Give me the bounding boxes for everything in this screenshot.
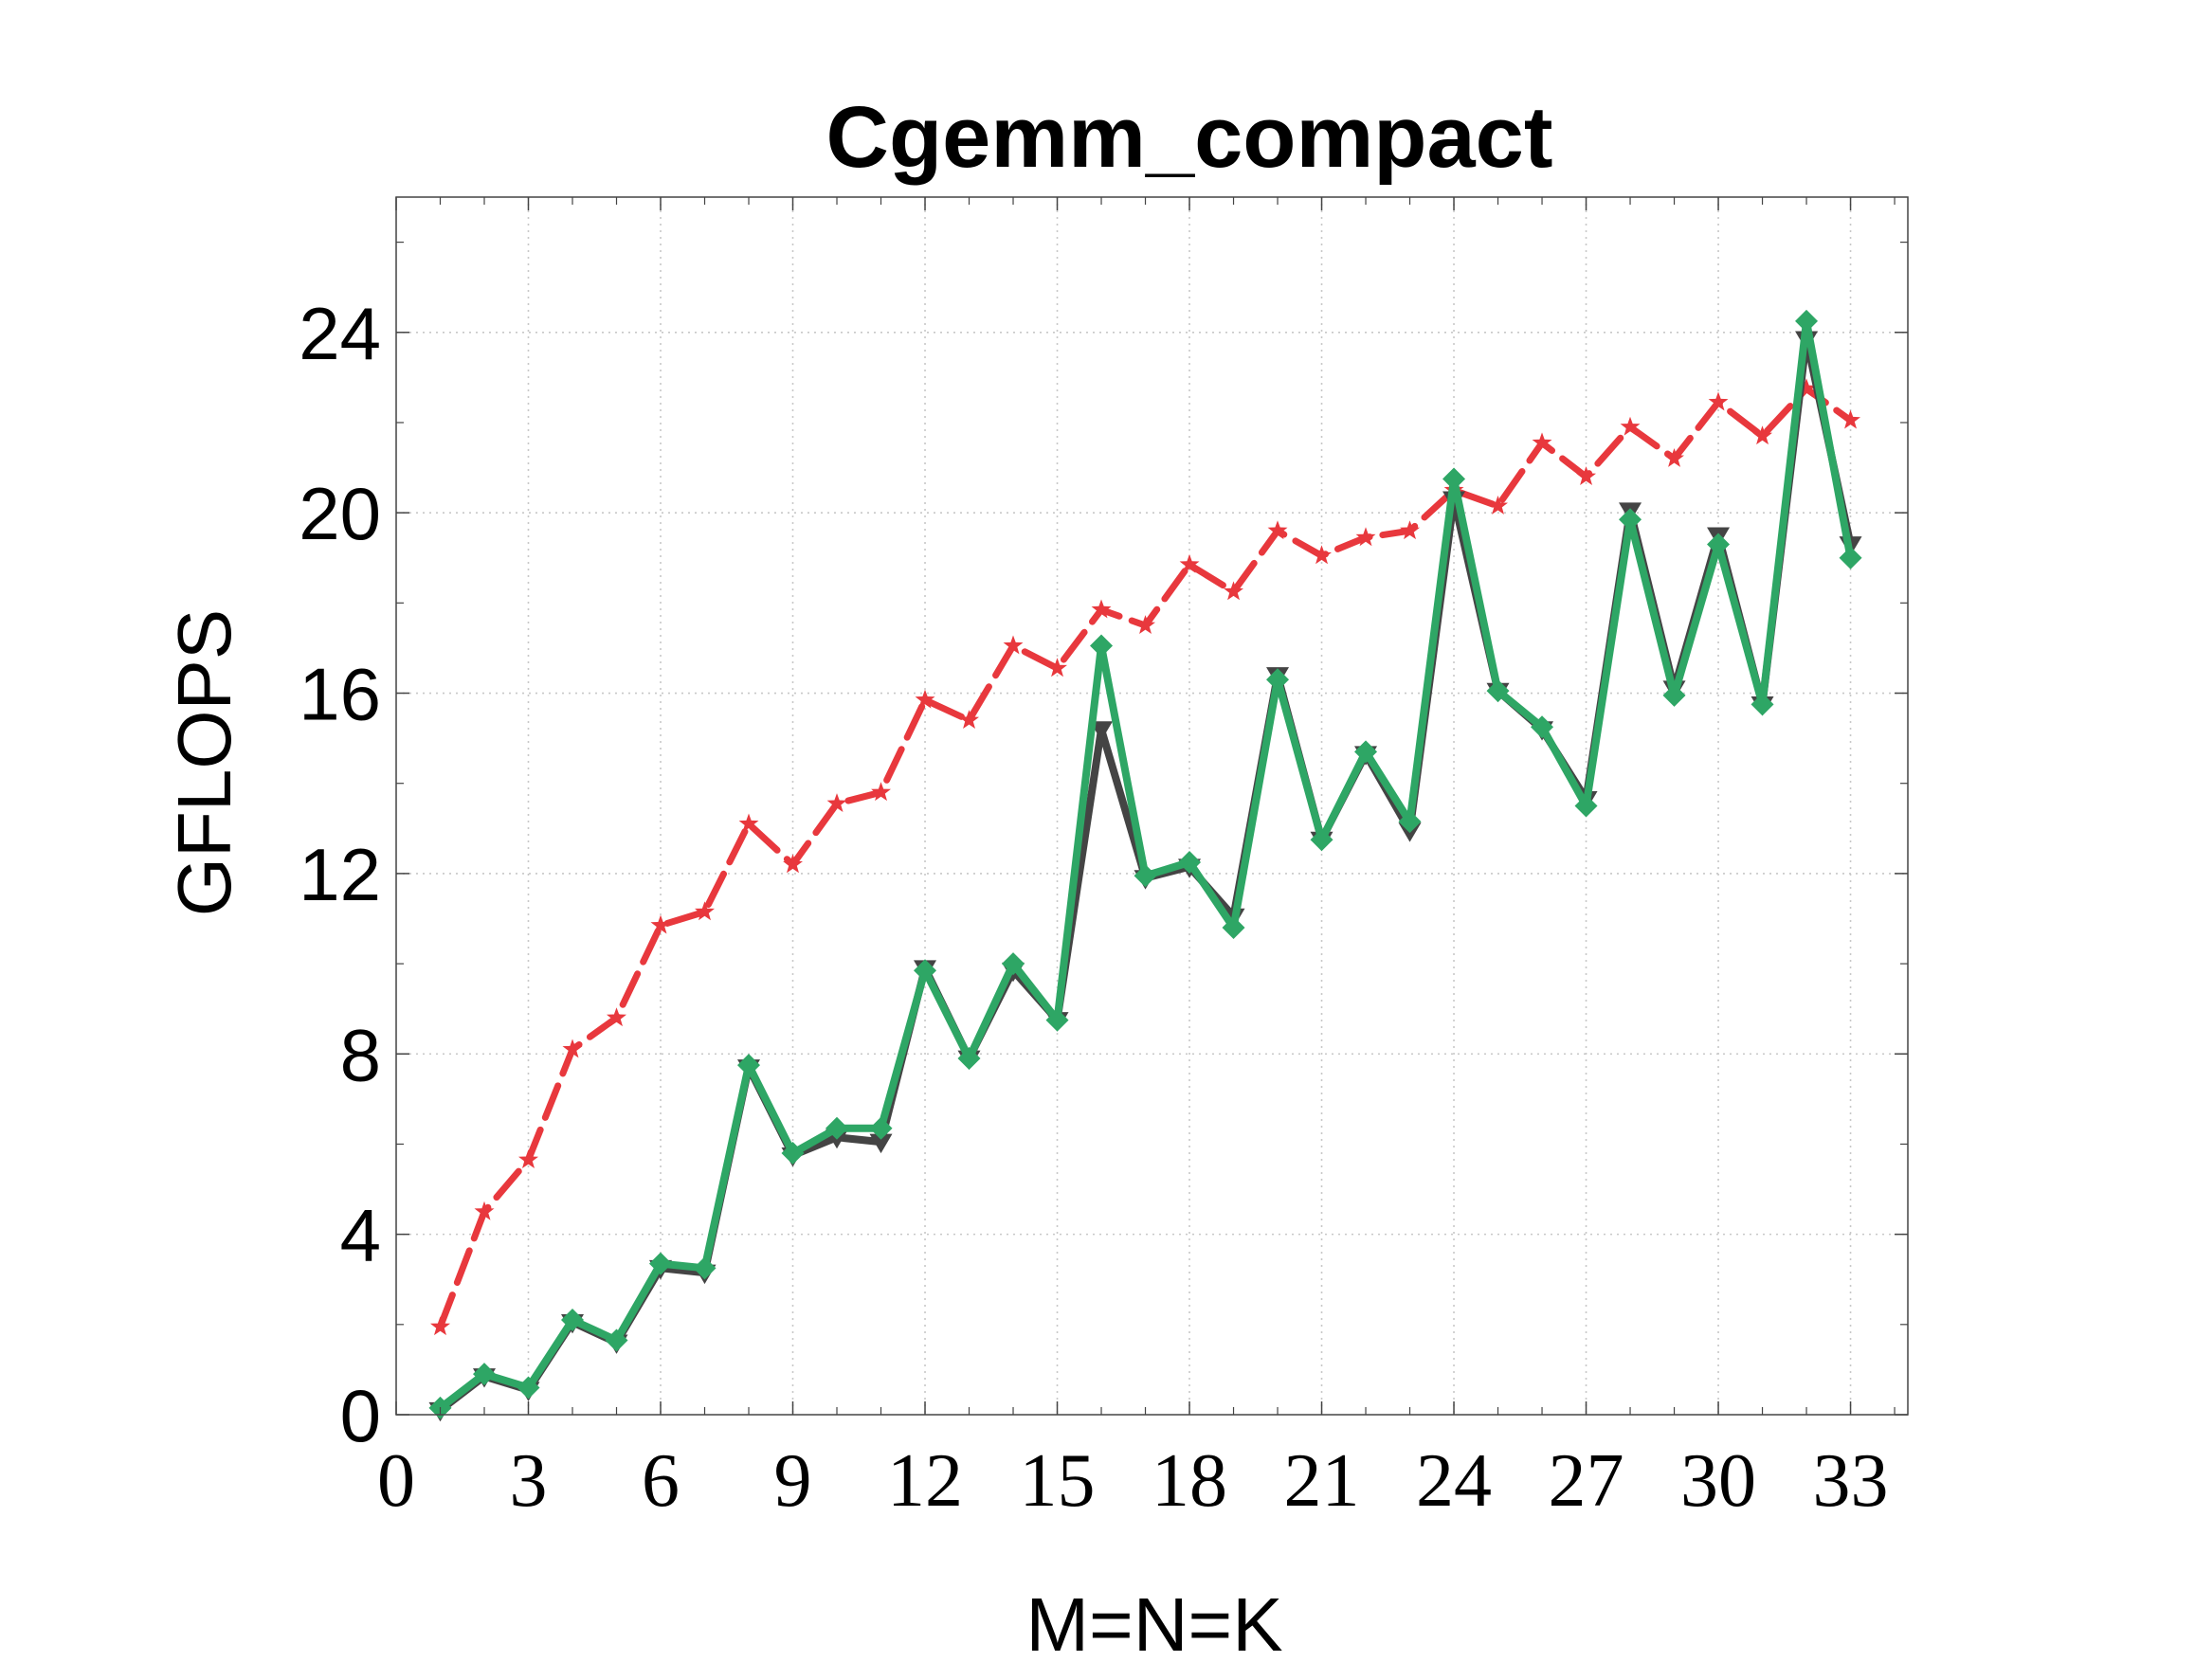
data-point-diamond — [605, 1328, 628, 1352]
data-point-diamond — [561, 1309, 585, 1332]
data-point-star — [562, 1039, 583, 1058]
data-point-star — [518, 1149, 538, 1168]
y-tick-label: 12 — [299, 833, 381, 916]
data-point-star — [1400, 520, 1420, 540]
data-point-diamond — [473, 1363, 497, 1386]
data-point-star — [826, 793, 847, 812]
axis-ticks: 0 4 8 12 16 20 24 0 3 6 9 12 15 18 21 24 27 30 33 — [299, 197, 1908, 1523]
data-point-diamond — [517, 1376, 540, 1400]
data-point-star — [1488, 496, 1508, 515]
data-point-diamond — [1619, 508, 1642, 532]
data-point-star — [1576, 466, 1596, 485]
series-diamond — [428, 309, 1862, 1419]
x-tick-label: 0 — [377, 1439, 415, 1523]
data-point-diamond — [781, 1141, 805, 1165]
data-point-triangle — [869, 1133, 893, 1154]
x-tick-label: 6 — [642, 1439, 680, 1523]
data-point-star — [1224, 581, 1243, 601]
data-point-diamond — [693, 1256, 717, 1280]
y-tick-label: 20 — [299, 472, 381, 555]
x-tick-label: 30 — [1680, 1439, 1756, 1523]
data-point-star — [1267, 520, 1288, 540]
data-point-diamond — [1574, 794, 1598, 818]
data-point-star — [1708, 391, 1729, 411]
data-point-star — [607, 1007, 626, 1027]
y-tick-label: 24 — [299, 292, 381, 375]
data-point-star — [430, 1316, 450, 1336]
x-tick-label: 9 — [774, 1439, 812, 1523]
data-point-diamond — [1002, 952, 1025, 976]
data-point-diamond — [1751, 693, 1774, 716]
data-point-star — [1355, 527, 1376, 547]
data-point-star — [474, 1201, 495, 1220]
data-point-diamond — [1839, 546, 1862, 569]
x-tick-label: 21 — [1284, 1439, 1360, 1523]
data-point-diamond — [1531, 715, 1554, 739]
data-point-diamond — [1134, 864, 1157, 888]
data-point-diamond — [737, 1054, 761, 1077]
data-point-diamond — [1090, 634, 1114, 658]
data-point-star — [650, 914, 671, 934]
data-point-diamond — [1442, 467, 1466, 491]
data-point-diamond — [1045, 1008, 1069, 1032]
data-point-diamond — [1310, 828, 1333, 852]
x-axis-label: M=N=K — [1025, 1582, 1282, 1667]
data-point-star — [1796, 378, 1817, 398]
data-point-diamond — [1795, 309, 1819, 333]
data-point-star — [915, 689, 935, 709]
data-point-star — [695, 901, 715, 921]
data-point-star — [959, 710, 979, 729]
x-tick-label: 18 — [1152, 1439, 1227, 1523]
data-point-diamond — [1662, 683, 1686, 707]
data-point-star — [1620, 416, 1641, 436]
x-tick-label: 12 — [887, 1439, 963, 1523]
x-tick-label: 27 — [1549, 1439, 1624, 1523]
data-point-diamond — [1398, 810, 1422, 834]
data-point-diamond — [1707, 533, 1731, 556]
data-point-star — [1664, 448, 1684, 467]
data-point-star — [1003, 635, 1024, 655]
data-point-diamond — [957, 1047, 981, 1071]
series-layer — [428, 309, 1862, 1422]
data-point-star — [1179, 553, 1200, 573]
data-point-diamond — [649, 1252, 673, 1275]
plot-frame — [395, 196, 1909, 1416]
x-tick-label: 24 — [1416, 1439, 1492, 1523]
y-axis-label: GFLOPS — [162, 609, 246, 917]
series-star — [430, 378, 1860, 1336]
chart-title: Cgemm_compact — [826, 89, 1553, 186]
data-point-star — [783, 854, 803, 874]
data-point-diamond — [1486, 679, 1510, 703]
data-point-diamond — [1178, 850, 1202, 874]
data-point-diamond — [825, 1116, 849, 1140]
data-point-star — [1135, 615, 1155, 634]
y-tick-label: 4 — [340, 1194, 381, 1277]
data-point-star — [1091, 599, 1112, 619]
y-tick-label: 8 — [340, 1013, 381, 1096]
data-point-star — [1532, 432, 1552, 452]
x-tick-label: 33 — [1813, 1439, 1889, 1523]
data-point-diamond — [1266, 668, 1290, 692]
data-point-star — [1312, 545, 1332, 565]
x-tick-label: 15 — [1020, 1439, 1096, 1523]
data-point-star — [871, 782, 891, 802]
data-point-diamond — [914, 959, 937, 983]
data-point-star — [1841, 409, 1860, 429]
data-point-star — [738, 813, 759, 833]
data-point-diamond — [1354, 740, 1378, 764]
data-point-diamond — [1222, 916, 1245, 939]
data-point-star — [1752, 425, 1772, 445]
data-point-star — [1047, 658, 1067, 677]
y-tick-label: 16 — [299, 653, 381, 736]
data-point-diamond — [869, 1116, 893, 1140]
x-tick-label: 3 — [510, 1439, 548, 1523]
y-tick-label: 0 — [340, 1374, 381, 1457]
